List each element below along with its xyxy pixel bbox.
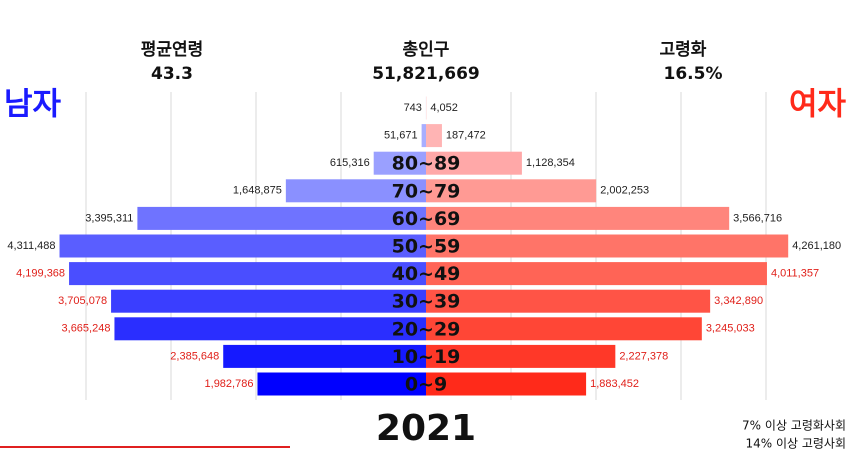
- bar: [257, 372, 426, 396]
- value-label: 2,227,378: [619, 350, 668, 362]
- value-label: 187,472: [446, 130, 486, 142]
- value-label: 3,342,890: [714, 295, 763, 307]
- bar: [137, 206, 426, 230]
- age-label: 0~9: [405, 374, 447, 396]
- bar: [111, 289, 427, 313]
- value-label: 2,002,253: [600, 185, 649, 197]
- value-label: 4,052: [430, 102, 458, 114]
- bar: [421, 124, 426, 148]
- bar: [69, 262, 427, 286]
- value-label: 1,648,875: [233, 185, 282, 197]
- bar: [223, 344, 426, 368]
- age-label: 80~89: [392, 153, 461, 175]
- age-label: 40~49: [392, 263, 461, 285]
- bar: [426, 234, 789, 258]
- value-label: 4,311,488: [7, 240, 55, 252]
- age-label: 30~39: [392, 291, 461, 313]
- value-label: 1,883,452: [590, 378, 639, 390]
- stat-value: 51,821,669: [372, 64, 480, 84]
- age-label: 50~59: [392, 236, 461, 258]
- value-label: 743: [404, 102, 422, 114]
- bar: [373, 151, 426, 175]
- value-label: 3,665,248: [62, 323, 111, 335]
- bar: [426, 317, 702, 341]
- bar: [285, 179, 426, 203]
- bar: [426, 206, 730, 230]
- value-label: 1,128,354: [526, 157, 575, 169]
- bar: [426, 344, 616, 368]
- age-label: 70~79: [392, 180, 461, 202]
- value-label: 4,011,357: [771, 268, 819, 280]
- value-label: 4,261,180: [792, 240, 841, 252]
- value-label: 3,566,716: [733, 212, 782, 224]
- age-label: 60~69: [392, 208, 461, 230]
- bar: [426, 262, 767, 286]
- stat-value: 16.5%: [664, 64, 723, 84]
- value-label: 51,671: [384, 130, 418, 142]
- bar: [59, 234, 426, 258]
- bar: [426, 124, 442, 148]
- bar: [426, 179, 597, 203]
- value-label: 1,982,786: [205, 378, 254, 390]
- value-label: 615,316: [330, 157, 370, 169]
- value-label: 4,199,368: [16, 268, 65, 280]
- legend-label: 남자: [4, 87, 62, 123]
- legend-label: 여자: [789, 87, 847, 123]
- bar: [114, 317, 426, 341]
- age-label: 10~19: [392, 346, 461, 368]
- bar: [426, 151, 522, 175]
- value-label: 3,245,033: [706, 323, 755, 335]
- stat-value: 43.3: [151, 64, 193, 84]
- value-label: 2,385,648: [170, 350, 219, 362]
- year: 2021: [376, 408, 476, 449]
- stat-label: 평균연령: [141, 39, 204, 60]
- bar: [426, 289, 711, 313]
- note: 7% 이상 고령화사회: [742, 419, 846, 433]
- bar: [426, 372, 587, 396]
- age-label: 20~29: [392, 318, 461, 340]
- stat-label: 고령화: [660, 39, 707, 60]
- value-label: 3,395,311: [85, 212, 133, 224]
- note: 14% 이상 고령사회: [745, 437, 846, 449]
- stat-label: 총인구: [403, 40, 450, 60]
- value-label: 3,705,078: [58, 295, 107, 307]
